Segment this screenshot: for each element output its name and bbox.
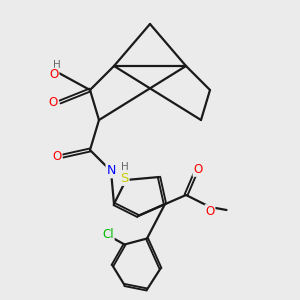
Text: H: H — [53, 59, 61, 70]
Text: O: O — [206, 205, 214, 218]
Text: N: N — [106, 164, 116, 178]
Text: S: S — [120, 172, 129, 185]
Text: O: O — [194, 163, 202, 176]
Text: Cl: Cl — [102, 227, 114, 241]
Text: O: O — [52, 149, 62, 163]
Text: O: O — [49, 95, 58, 109]
Text: H: H — [121, 162, 128, 172]
Text: O: O — [50, 68, 58, 82]
